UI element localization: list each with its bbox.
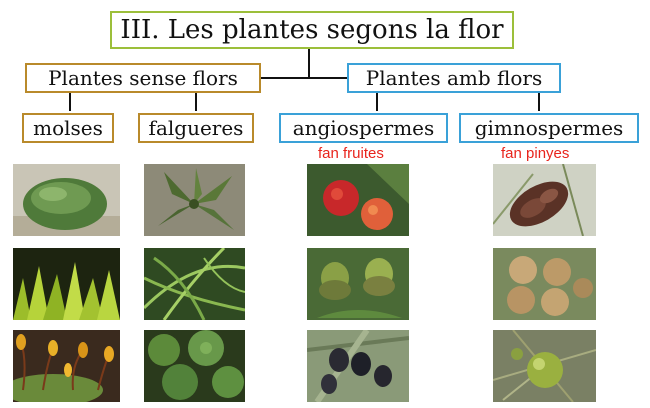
- fern-leaves-photo: [144, 330, 245, 402]
- moss-fronds-photo: [13, 248, 120, 320]
- juniper-berry-photo: [493, 330, 596, 402]
- group-molses: molses: [22, 113, 114, 143]
- group-gimnospermes: gimnospermes: [459, 113, 639, 143]
- moss-capsules-photo: [13, 330, 120, 402]
- connector-gimnospermes: [538, 93, 540, 111]
- pine-cone-photo: [493, 164, 596, 236]
- olives-photo: [307, 330, 409, 402]
- connector-title-down: [308, 49, 310, 79]
- diagram-title: III. Les plantes segons la flor: [110, 11, 514, 49]
- connector-angiospermes: [376, 93, 378, 111]
- note-angiospermes: fan fruites: [318, 145, 384, 162]
- fern-fronds-photo: [144, 248, 245, 320]
- group-angiospermes: angiospermes: [279, 113, 448, 143]
- strawberry-tree-fruit-photo: [307, 164, 409, 236]
- connector-falgueres: [195, 93, 197, 111]
- moss-cushion-photo: [13, 164, 120, 236]
- fern-rosette-photo: [144, 164, 245, 236]
- acorns-photo: [307, 248, 409, 320]
- note-gimnospermes: fan pinyes: [501, 145, 570, 162]
- cypress-cones-photo: [493, 248, 596, 320]
- category-amb-flors: Plantes amb flors: [347, 63, 561, 93]
- connector-molses: [69, 93, 71, 111]
- group-falgueres: falgueres: [138, 113, 254, 143]
- category-sense-flors: Plantes sense flors: [25, 63, 261, 93]
- connector-categories: [261, 77, 347, 79]
